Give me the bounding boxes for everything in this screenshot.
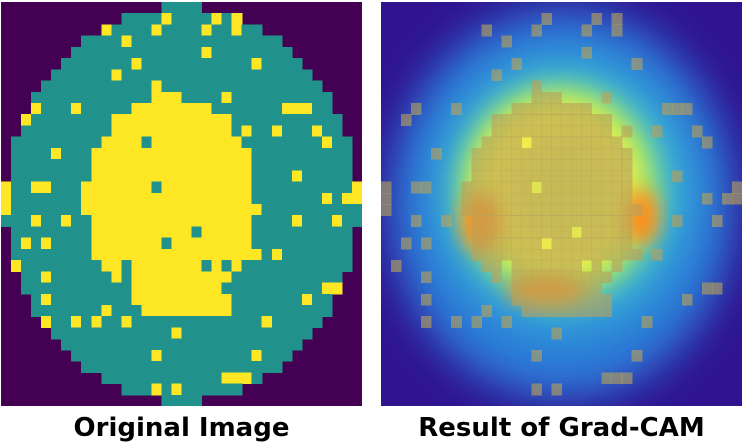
wafer-map-dies [1,2,362,406]
caption-grad-cam: Result of Grad-CAM [418,413,705,443]
original-wafer-map [1,2,362,406]
heatmap-defect-overlay [381,13,742,396]
caption-original-image: Original Image [73,413,290,443]
original-wafer-map-canvas [1,2,362,406]
grad-cam-heatmap-canvas [381,2,742,406]
grad-cam-heatmap [381,2,742,406]
